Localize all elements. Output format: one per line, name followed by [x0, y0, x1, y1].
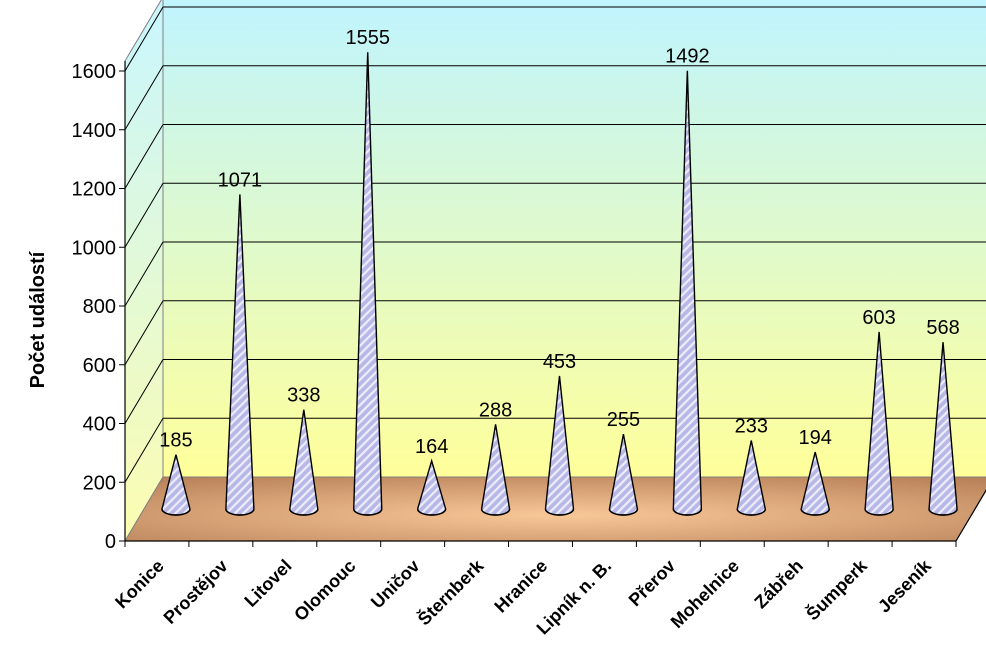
data-label: 194	[799, 427, 832, 449]
y-tick-label: 1400	[72, 120, 117, 142]
gridline	[124, 241, 986, 307]
x-tick-label: Přerov	[625, 556, 679, 610]
x-tick-label: Mohelnice	[667, 556, 743, 632]
bar	[800, 451, 830, 516]
gridline	[124, 6, 986, 72]
x-tick-label: Šumperk	[802, 554, 872, 624]
data-label: 288	[479, 399, 512, 421]
data-label: 233	[735, 416, 768, 438]
y-axis-label: Počet událostí	[27, 250, 49, 388]
bar	[416, 458, 447, 516]
bar	[353, 52, 383, 516]
bar	[736, 440, 766, 516]
data-label: 1555	[345, 27, 390, 49]
y-tick-label: 800	[83, 296, 116, 318]
bar	[480, 424, 511, 516]
x-tick-label: Olomouc	[290, 556, 359, 625]
y-tick-label: 1000	[72, 237, 117, 259]
data-label: 1492	[665, 46, 710, 68]
data-label: 255	[607, 409, 640, 431]
x-tick-label: Prostějov	[160, 556, 232, 628]
bar	[928, 342, 958, 516]
x-tick-label: Hranice	[490, 556, 551, 617]
bar	[672, 70, 703, 516]
gridline	[124, 417, 986, 483]
bar	[864, 331, 894, 516]
back-wall	[162, 0, 986, 478]
x-tick-label: Jeseník	[874, 555, 936, 617]
data-label: 453	[543, 351, 576, 373]
data-label: 164	[415, 436, 448, 458]
bar	[608, 433, 639, 516]
x-axis-depth-line	[955, 489, 986, 542]
x-tick-label: Konice	[111, 556, 168, 613]
x-tick-label: Zábřeh	[750, 556, 807, 613]
gridline	[124, 300, 986, 366]
y-tick-label: 0	[105, 531, 116, 553]
y-tick-label: 1600	[72, 61, 117, 83]
gridline	[124, 65, 986, 131]
gridline	[124, 359, 986, 424]
x-tick-label: Šternberk	[413, 554, 488, 629]
y-tick-label: 600	[83, 355, 116, 377]
data-label: 568	[926, 317, 959, 339]
gridline	[124, 182, 986, 248]
bar	[161, 454, 191, 516]
y-tick-label: 400	[83, 414, 116, 436]
data-label: 185	[159, 430, 192, 452]
data-label: 603	[862, 307, 895, 329]
bar	[544, 375, 575, 516]
gridline	[124, 124, 986, 189]
bar	[225, 194, 255, 516]
data-label: 338	[287, 385, 320, 407]
x-tick-label: Litovel	[240, 556, 295, 611]
y-tick-label: 1200	[72, 179, 117, 201]
data-label: 1071	[218, 169, 263, 191]
side-wall	[124, 0, 164, 543]
y-tick-label: 200	[83, 472, 116, 494]
bar	[289, 409, 319, 516]
x-tick-label: Uničov	[367, 556, 424, 613]
